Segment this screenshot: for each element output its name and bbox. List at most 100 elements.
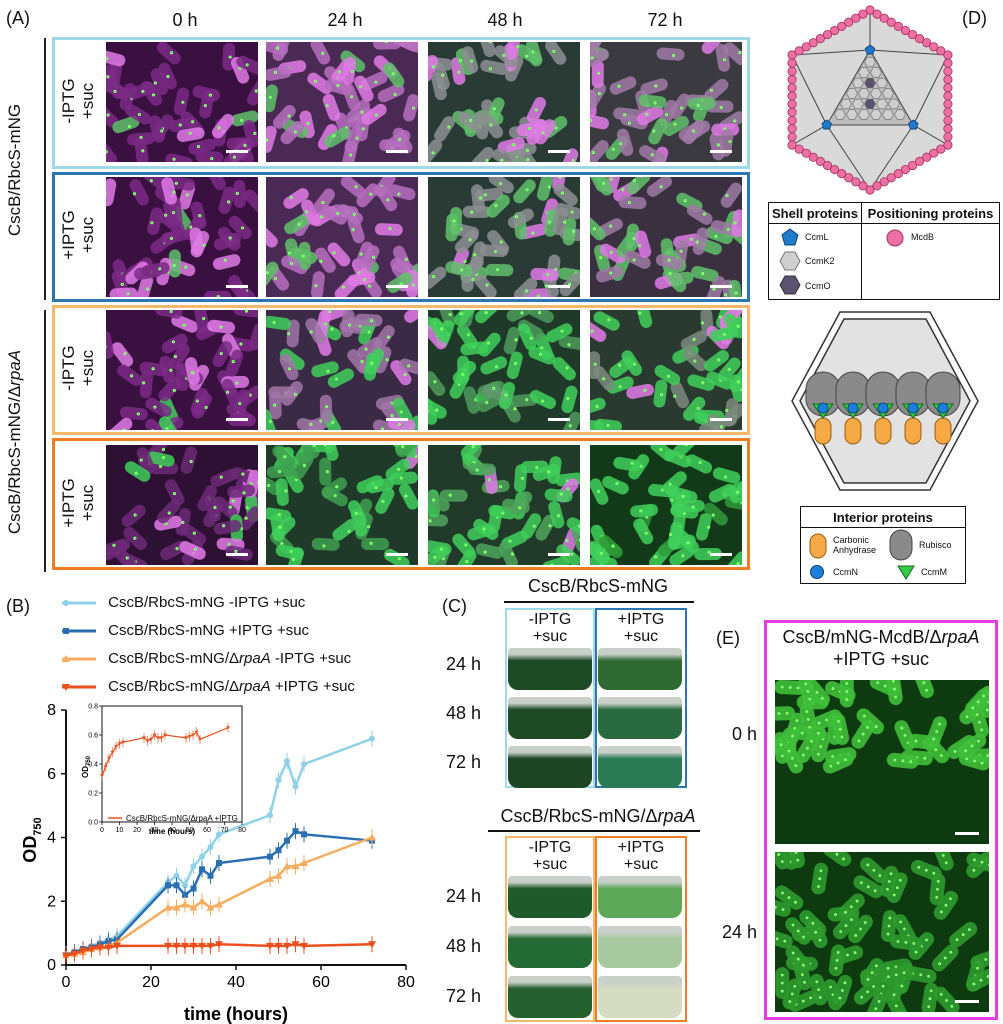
micrograph-tile — [775, 680, 989, 844]
inset-y-tick-label: 0.0 — [88, 820, 98, 827]
time-label: 0 h — [732, 724, 758, 744]
data-point — [198, 897, 206, 905]
data-point — [283, 862, 291, 870]
time-label: 24 h — [722, 922, 758, 942]
scale-bar — [955, 832, 979, 835]
ccmo-label: CcmO — [805, 281, 831, 291]
x-tick-label: 60 — [312, 974, 330, 991]
culture-flask-photo — [508, 746, 592, 788]
column-label: -IPTG +suc — [528, 611, 572, 645]
data-point — [182, 882, 188, 889]
ccml-icon — [781, 228, 799, 246]
data-point — [79, 947, 87, 955]
panel-d-label: (D) — [962, 8, 987, 28]
data-point — [206, 903, 215, 911]
scale-bar — [955, 1000, 979, 1003]
micrograph-tile — [590, 445, 742, 565]
group-title: CscB/RbcS-mNG/ΔrpaA — [500, 806, 696, 826]
data-point — [182, 891, 188, 898]
time-label: 48 h — [446, 936, 482, 956]
inset-data-point — [159, 736, 164, 740]
inset-x-tick-label: 70 — [221, 827, 229, 834]
inset-frame — [101, 705, 243, 823]
table-divider — [861, 203, 862, 299]
ccmn-icon — [810, 565, 824, 579]
rubisco-icon — [889, 529, 913, 561]
timepoint-label: 48 h — [487, 10, 523, 30]
culture-flask-photo — [598, 976, 682, 1018]
table-header: Shell proteins — [772, 206, 858, 221]
inset-data-point — [184, 736, 188, 740]
inset-data-point — [152, 733, 157, 737]
scale-bar — [548, 418, 570, 421]
culture-flask-photo — [508, 697, 592, 739]
micrograph-tile — [428, 310, 580, 430]
time-label: 48 h — [446, 703, 482, 723]
inset-data-point — [194, 730, 199, 735]
data-point — [215, 941, 223, 949]
micrograph-tile — [106, 177, 258, 297]
data-point — [207, 844, 214, 851]
data-point — [267, 812, 273, 819]
carboxysome-interior-diagram — [791, 311, 979, 491]
inset-data-point — [103, 765, 108, 769]
inset-data-point — [142, 736, 146, 740]
data-point — [113, 942, 121, 950]
mcdb-label: McdB — [911, 232, 935, 242]
scale-bar — [710, 553, 732, 556]
strain-bracket — [44, 310, 46, 572]
micrograph-tile — [266, 310, 418, 430]
scale-bar — [386, 150, 408, 153]
culture-flask-photo — [508, 876, 592, 918]
data-point — [368, 833, 376, 841]
time-label: 24 h — [446, 654, 482, 674]
scale-bar — [386, 553, 408, 556]
x-tick-label: 40 — [227, 974, 245, 991]
x-tick-label: 20 — [142, 974, 160, 991]
inset-data-point — [110, 750, 115, 755]
data-point — [189, 903, 198, 911]
inset-data-point — [145, 739, 150, 743]
inset-data-point — [117, 742, 122, 746]
data-point — [164, 942, 172, 950]
timepoint-label: 0 h — [172, 10, 198, 30]
ccmm-label: CcmM — [921, 567, 947, 577]
table-header: Positioning proteins — [867, 206, 994, 221]
micrograph-tile — [266, 177, 418, 297]
data-point — [284, 758, 290, 764]
y-tick-label: 8 — [47, 702, 56, 719]
inset-data-point — [149, 737, 153, 742]
culture-flask-photo — [508, 648, 592, 690]
inset-x-tick-label: 50 — [186, 827, 194, 834]
data-point — [190, 885, 197, 892]
carbonic-anhydrase-icon — [809, 533, 827, 559]
scale-bar — [548, 285, 570, 288]
data-point — [275, 847, 282, 854]
legend-swatch — [62, 600, 96, 607]
inset-y-tick-label: 0.2 — [88, 791, 98, 798]
column-label: +IPTG +suc — [617, 611, 665, 645]
group-rule — [504, 601, 694, 603]
inset-data-point — [198, 737, 202, 742]
ccmk2-label: CcmK2 — [805, 256, 835, 266]
ccmn-label: CcmN — [833, 567, 858, 577]
data-point — [199, 866, 205, 873]
legend-entry: CscB/RbcS-mNG/ΔrpaA +IPTG +suc — [60, 678, 355, 695]
table-header-row — [801, 507, 965, 528]
strain-bracket — [44, 38, 46, 300]
data-point — [206, 942, 215, 950]
data-point — [274, 942, 283, 950]
data-point — [173, 882, 180, 889]
culture-flask-photo — [508, 976, 592, 1018]
data-point — [292, 783, 299, 790]
time-label: 24 h — [446, 886, 482, 906]
micrograph-tile — [106, 310, 258, 430]
scale-bar — [386, 418, 408, 421]
data-point — [216, 831, 222, 838]
data-point — [199, 853, 205, 860]
scale-bar — [710, 418, 732, 421]
scale-bar — [226, 150, 248, 153]
data-point — [291, 941, 300, 949]
row-condition-label: +IPTG +suc — [59, 210, 97, 260]
ccmo-icon — [779, 275, 801, 295]
